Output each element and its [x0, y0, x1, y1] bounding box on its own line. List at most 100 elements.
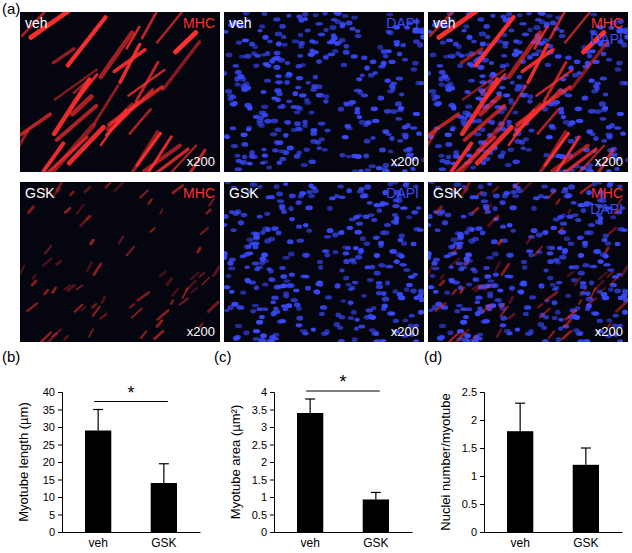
nucleus [268, 277, 275, 282]
nucleus [591, 89, 598, 93]
myotube-stain [114, 182, 123, 191]
nucleus [354, 230, 361, 235]
nucleus [430, 52, 437, 57]
nucleus [600, 76, 607, 80]
nucleus [397, 139, 403, 143]
nucleus [263, 62, 270, 66]
nucleus [308, 52, 315, 57]
nucleus [315, 22, 323, 26]
y-tick: 1 [471, 470, 484, 482]
nucleus [605, 132, 612, 137]
nucleus [509, 286, 515, 291]
myotube-stain [183, 288, 188, 298]
image-panel [20, 12, 220, 172]
nucleus [450, 237, 457, 242]
nucleus [321, 332, 329, 336]
nucleus [392, 289, 398, 294]
nucleus [549, 126, 556, 130]
nucleus [457, 235, 464, 240]
nucleus [260, 161, 265, 165]
nucleus [356, 222, 363, 226]
nucleus [471, 40, 477, 44]
myotube-stain [77, 205, 84, 214]
nucleus [251, 51, 257, 56]
nucleus [346, 188, 352, 193]
nucleus [439, 324, 446, 328]
myotube-stain [472, 336, 476, 339]
nucleus [488, 279, 495, 283]
myotube-stain [536, 70, 572, 96]
myotube-stain [428, 266, 432, 277]
myotube-stain [128, 70, 164, 96]
myotube-stain [198, 248, 200, 252]
nucleus [522, 33, 529, 37]
nucleus [514, 88, 521, 92]
nucleus [593, 136, 598, 141]
nucleus [607, 268, 614, 272]
nucleus [282, 43, 288, 47]
image-background [224, 182, 424, 342]
error-bar-stem [585, 448, 586, 465]
nucleus [587, 54, 593, 58]
nucleus [448, 103, 455, 108]
nucleus [302, 120, 308, 124]
myotube-stain [516, 105, 540, 129]
nucleus [259, 315, 265, 319]
myotube-stain [143, 149, 188, 172]
nucleus [360, 194, 367, 199]
y-tick-label: 0.5 [462, 498, 477, 510]
nucleus [378, 243, 384, 248]
myotube-stain [191, 273, 199, 280]
x-tick-label: GSK [363, 536, 388, 550]
nucleus [405, 123, 411, 128]
myotube-stain [485, 205, 492, 214]
y-tick: 15 [43, 474, 62, 486]
nucleus [557, 215, 563, 219]
nucleus [253, 235, 259, 239]
y-tick-mark [58, 480, 62, 481]
myotube-stain [172, 289, 178, 296]
nucleus [529, 295, 536, 299]
nucleus [276, 192, 283, 197]
nucleus [376, 291, 382, 296]
nucleus [593, 311, 600, 315]
nucleus [526, 148, 532, 152]
nucleus [339, 195, 346, 199]
nucleus [349, 258, 356, 262]
nucleus [364, 65, 370, 70]
marks [297, 399, 389, 532]
nucleus [411, 67, 417, 72]
nucleus [428, 71, 431, 76]
nucleus [499, 200, 505, 205]
nucleus [303, 148, 310, 152]
nucleus [465, 253, 472, 258]
nucleus [301, 163, 308, 167]
myotube-stain [28, 303, 38, 310]
y-tick-mark [480, 392, 484, 393]
error-bar-cap [305, 398, 315, 399]
nucleus [485, 35, 490, 39]
nucleus [497, 289, 503, 293]
nucleus [518, 289, 523, 294]
nucleus [240, 76, 246, 81]
nucleus [348, 287, 353, 291]
myotube-stain [105, 182, 112, 188]
nucleus [512, 52, 519, 57]
nucleus [338, 107, 344, 112]
nucleus [490, 14, 495, 18]
nucleus [580, 208, 586, 213]
nucleus [551, 226, 558, 230]
nucleus [227, 97, 233, 101]
nucleus [454, 309, 460, 313]
nucleus [411, 210, 418, 214]
nucleus [466, 282, 472, 286]
nucleus [575, 106, 582, 111]
nucleus [242, 155, 247, 160]
myotube-stain [95, 86, 118, 123]
x-axis-line [275, 532, 413, 533]
nucleus [475, 118, 482, 123]
nucleus [310, 128, 317, 133]
nucleus [357, 115, 362, 119]
nucleus [262, 35, 268, 40]
nucleus [435, 101, 441, 106]
